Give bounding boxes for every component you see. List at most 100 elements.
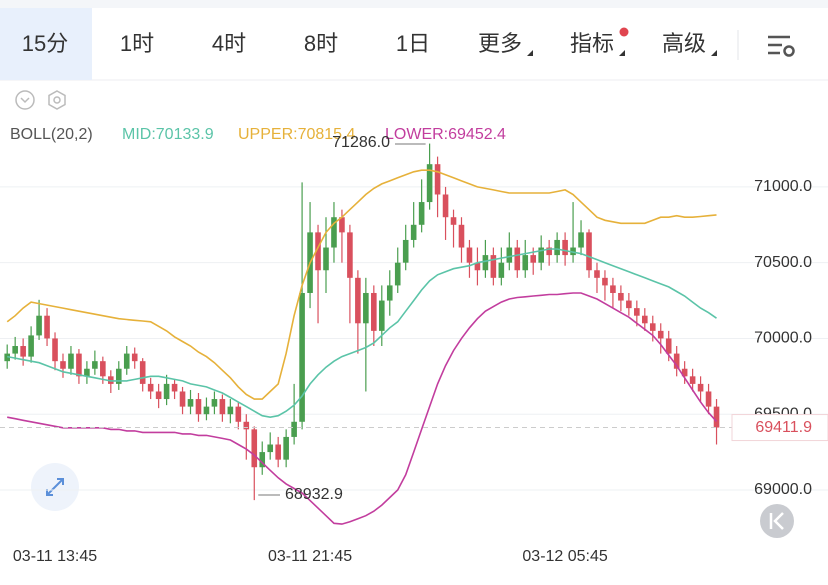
candle-body	[347, 232, 353, 278]
candle-body	[474, 262, 481, 271]
candle-body	[60, 361, 66, 369]
candle-body	[203, 406, 210, 415]
candle-body	[681, 368, 688, 377]
candle-body	[634, 308, 640, 316]
settings-menu-icon[interactable]	[768, 35, 795, 57]
status-strip	[0, 0, 828, 8]
candle-body	[538, 247, 544, 263]
candle-body	[626, 300, 632, 309]
candle-body	[402, 239, 409, 263]
candle-body	[275, 444, 281, 460]
tab[interactable]: 1时	[120, 31, 154, 56]
chart-tools[interactable]	[15, 90, 66, 110]
tab[interactable]: 4时	[212, 31, 246, 56]
last-price-label: 69411.9	[755, 419, 812, 436]
candle-body	[155, 391, 162, 400]
candle-body	[68, 353, 74, 369]
candle-body	[514, 247, 521, 271]
candle-body	[100, 361, 106, 377]
band-line	[6, 169, 717, 400]
candle-body	[442, 194, 449, 218]
candle-body	[171, 383, 178, 392]
candle-body	[163, 383, 170, 400]
y-tick-label: 69000.0	[754, 481, 812, 498]
legend-entry: MID:70133.9	[122, 126, 214, 143]
candle-body	[355, 277, 361, 324]
candle-body	[673, 353, 680, 369]
candle-body	[386, 285, 393, 301]
candle-body	[490, 255, 497, 278]
candle-body	[450, 217, 457, 225]
active-tab-bg	[0, 8, 92, 80]
candle-body	[642, 315, 648, 324]
y-tick-label: 70500.0	[754, 254, 812, 271]
candle-body	[657, 330, 664, 339]
candle-body	[466, 247, 473, 263]
expand-button[interactable]	[31, 463, 79, 511]
candle-body	[147, 383, 154, 392]
candle-body	[697, 383, 704, 392]
last-price-box	[731, 414, 828, 442]
candle-body	[554, 239, 560, 256]
legend-entry: UPPER:70815.4	[238, 126, 356, 143]
candle-body	[426, 164, 433, 203]
x-tick-label: 03-11 13:45	[13, 548, 97, 565]
scroll-latest-button[interactable]	[760, 504, 794, 538]
candle-body	[506, 247, 513, 263]
candle-body	[331, 217, 337, 248]
candle-body	[267, 444, 274, 453]
candle-body	[418, 202, 425, 225]
candle-body	[618, 292, 624, 301]
candle-body	[649, 323, 656, 331]
candle-body	[235, 406, 242, 422]
tab[interactable]: 指标	[570, 31, 614, 56]
candle-body	[586, 232, 592, 271]
tab[interactable]: 15分	[22, 31, 68, 56]
tab[interactable]: 更多	[478, 31, 522, 56]
candle-body	[115, 368, 122, 384]
candle-body	[602, 277, 608, 286]
candle-body	[522, 255, 529, 271]
y-tick-label: 71000.0	[754, 178, 812, 195]
alert-dot	[619, 27, 629, 37]
candle-body	[12, 346, 18, 354]
x-tick-label: 03-11 21:45	[268, 548, 352, 565]
candle-body	[323, 247, 329, 271]
candle-body	[52, 338, 58, 362]
dropdown-arrow	[527, 50, 533, 56]
x-tick-label: 03-12 05:45	[522, 548, 608, 565]
candle-body	[131, 353, 138, 362]
candle-body	[259, 452, 266, 468]
tab[interactable]: 高级	[662, 31, 706, 56]
candle-body	[20, 346, 26, 357]
candle-body	[139, 361, 146, 384]
candle-body	[211, 399, 218, 407]
candle-body	[251, 429, 258, 468]
candle-body	[594, 270, 600, 278]
candle-body	[84, 368, 90, 377]
candle-body	[371, 292, 377, 331]
candle-body	[578, 232, 584, 248]
candle-body	[410, 224, 417, 240]
candle-body	[76, 353, 82, 377]
candle-body	[283, 436, 289, 460]
tab[interactable]: 8时	[304, 31, 338, 56]
candle-body	[530, 255, 537, 263]
candle-body	[92, 361, 98, 369]
candle-body	[482, 255, 489, 271]
high-label: 71286.0	[332, 134, 390, 151]
dropdown-arrow	[619, 50, 625, 56]
candle-body	[299, 292, 305, 422]
dropdown-arrow	[711, 50, 717, 56]
indicator-label: BOLL(20,2)	[10, 126, 93, 143]
tab[interactable]: 1日	[396, 31, 430, 56]
legend-entry: LOWER:69452.4	[385, 126, 506, 143]
candle-body	[339, 217, 345, 233]
candle-body	[610, 285, 616, 293]
candle-body	[28, 335, 34, 357]
candle-body	[705, 391, 712, 407]
candle-body	[458, 224, 465, 248]
y-tick-label: 70000.0	[754, 330, 812, 347]
